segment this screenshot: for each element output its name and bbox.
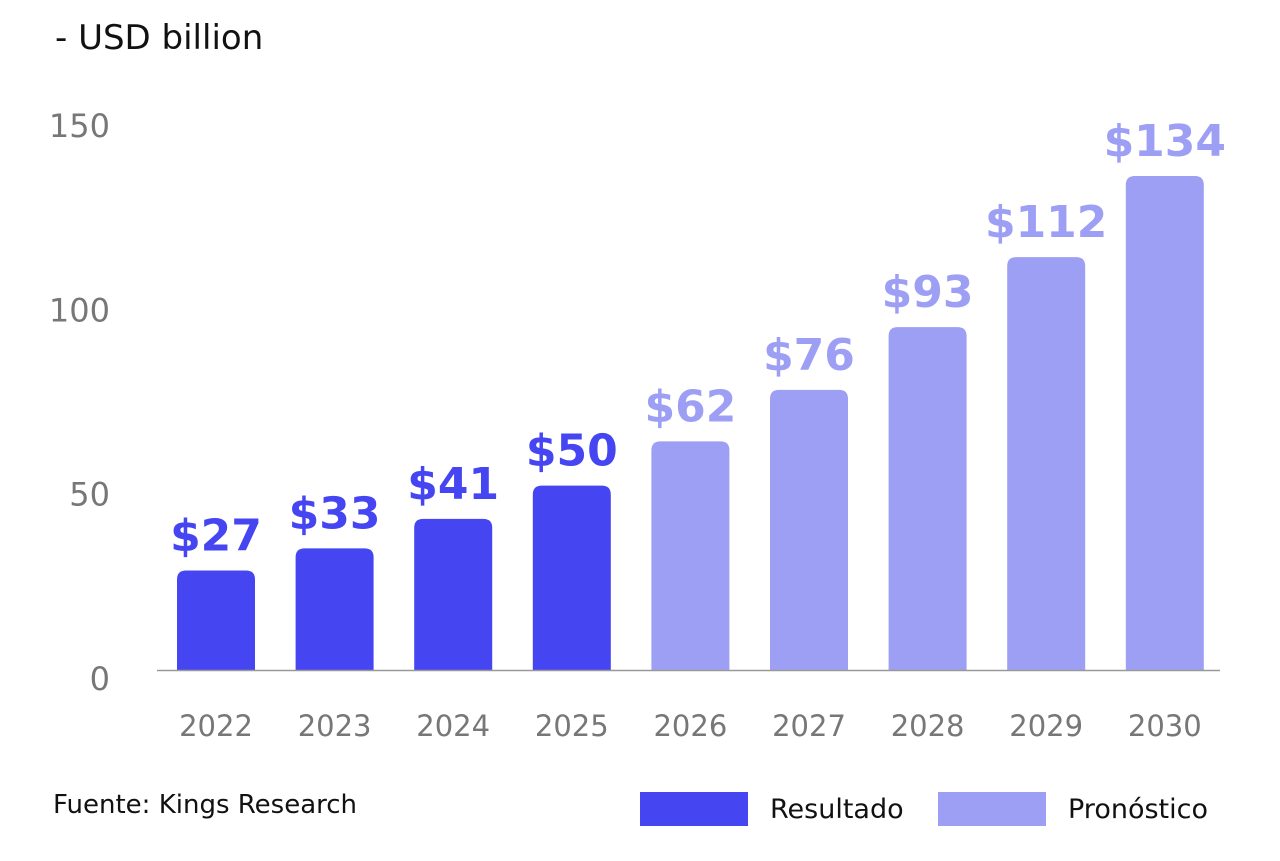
x-tick-label: 2029	[1009, 709, 1083, 743]
x-tick-label: 2026	[653, 709, 727, 743]
bar	[532, 485, 611, 670]
bar	[1007, 257, 1086, 670]
bar	[770, 389, 848, 670]
x-tick-label: 2022	[179, 709, 253, 743]
x-tick-label: 2028	[891, 709, 965, 743]
unit-label: - USD billion	[55, 18, 264, 58]
x-tick-label: 2023	[298, 709, 372, 743]
data-label: $41	[407, 459, 499, 510]
legend-swatch-forecast	[938, 792, 1046, 826]
bar	[651, 441, 730, 670]
data-label: $62	[644, 381, 736, 432]
data-label: $134	[1104, 116, 1226, 167]
y-tick-label: 100	[49, 291, 110, 329]
bar	[1125, 176, 1204, 670]
data-label: $76	[763, 330, 855, 381]
bar	[888, 327, 967, 670]
legend-label-forecast: Pronóstico	[1068, 793, 1208, 825]
y-tick-label: 0	[90, 660, 110, 698]
data-label: $93	[882, 267, 974, 318]
bar	[177, 570, 255, 670]
bar	[414, 518, 493, 670]
source-note: Fuente: Kings Research	[53, 790, 358, 820]
x-tick-label: 2027	[772, 709, 846, 743]
data-label: $27	[170, 510, 262, 561]
x-tick-label: 2030	[1128, 709, 1202, 743]
y-tick-label: 150	[49, 107, 110, 145]
data-label: $33	[289, 488, 381, 539]
legend-swatch-actual	[640, 792, 748, 826]
x-tick-label: 2024	[416, 709, 490, 743]
data-label: $112	[985, 197, 1107, 248]
y-tick-label: 50	[69, 476, 110, 514]
x-tick-label: 2025	[535, 709, 609, 743]
data-label: $50	[526, 426, 618, 477]
legend-item-forecast: Pronóstico	[938, 792, 1208, 826]
legend-label-actual: Resultado	[770, 793, 904, 825]
bar	[295, 548, 374, 670]
legend-item-actual: Resultado	[640, 792, 904, 826]
